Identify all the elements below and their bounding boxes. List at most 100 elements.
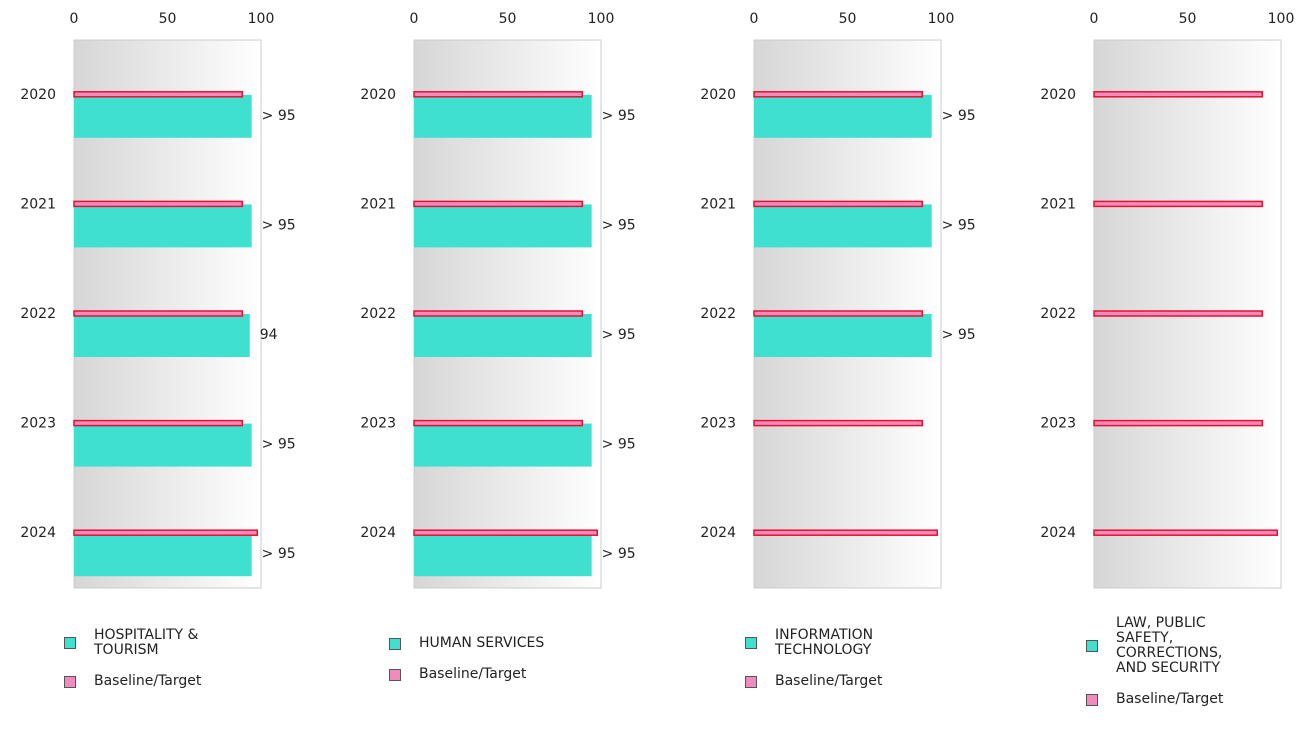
legend-label: INFORMATION TECHNOLOGY — [775, 627, 874, 658]
target-bar — [73, 310, 244, 317]
y-tick-label: 2021 — [1040, 196, 1076, 212]
bar — [74, 94, 252, 138]
legend-label: LAW, PUBLIC SAFETY, CORRECTIONS, AND SEC… — [1116, 615, 1223, 676]
target-bar — [73, 529, 259, 536]
legend-item: Baseline/Target — [1086, 692, 1226, 707]
x-tick-label: 100 — [588, 11, 615, 27]
value-label: > 95 — [942, 217, 976, 233]
target-bar — [413, 419, 584, 427]
target-bar — [753, 419, 924, 427]
target-bar — [73, 419, 244, 427]
y-tick-label: 2024 — [1040, 525, 1076, 541]
x-tick-label: 0 — [750, 11, 759, 27]
bar — [74, 314, 250, 357]
target-bar — [413, 200, 584, 208]
legend-swatch — [389, 637, 401, 650]
y-tick-label: 2021 — [20, 196, 56, 212]
x-tick-label: 50 — [159, 11, 177, 27]
x-tick-label: 100 — [248, 11, 275, 27]
target-bar — [73, 200, 244, 208]
x-tick-label: 50 — [839, 11, 857, 27]
value-label: > 95 — [602, 327, 636, 343]
y-tick-label: 2020 — [1040, 87, 1076, 103]
y-tick-label: 2022 — [700, 306, 736, 322]
legend-item: Baseline/Target — [745, 674, 925, 689]
target-bar — [753, 310, 924, 317]
legend: INFORMATION TECHNOLOGY Baseline/Target — [745, 628, 925, 689]
value-label: > 95 — [602, 108, 636, 124]
value-label: > 95 — [262, 217, 296, 233]
legend-swatch — [745, 637, 757, 649]
legend-label: HOSPITALITY & TOURISM — [94, 627, 199, 658]
y-tick-label: 2023 — [20, 416, 56, 432]
legend-item: Baseline/Target — [64, 674, 254, 689]
legend-item: INFORMATION TECHNOLOGY — [745, 628, 925, 658]
target-bar — [753, 91, 924, 98]
y-tick-label: 2024 — [360, 525, 396, 541]
target-bar — [1093, 310, 1264, 317]
y-tick-label: 2023 — [1040, 416, 1076, 432]
x-tick-label: 50 — [1179, 11, 1197, 27]
target-bar — [1093, 91, 1264, 98]
legend-swatch — [389, 668, 401, 681]
target-bar — [1093, 200, 1264, 208]
legend-swatch — [1086, 693, 1098, 706]
bar — [754, 204, 932, 248]
value-label: > 95 — [942, 108, 976, 124]
value-label: > 95 — [602, 546, 636, 562]
legend-item: Baseline/Target — [389, 667, 619, 682]
y-tick-label: 2023 — [360, 416, 396, 432]
x-tick-label: 50 — [499, 11, 517, 27]
legend: HUMAN SERVICES Baseline/Target — [389, 636, 619, 682]
value-label: 94 — [260, 327, 278, 343]
legend-label: HUMAN SERVICES — [419, 635, 545, 651]
y-tick-label: 2023 — [700, 416, 736, 432]
bar — [74, 204, 252, 248]
legend-item: HUMAN SERVICES — [389, 636, 619, 651]
bar — [74, 533, 252, 577]
target-bar — [753, 200, 924, 208]
legend-item: LAW, PUBLIC SAFETY, CORRECTIONS, AND SEC… — [1086, 616, 1226, 676]
x-tick-label: 100 — [1268, 11, 1295, 27]
value-label: > 95 — [602, 217, 636, 233]
legend: HOSPITALITY & TOURISM Baseline/Target — [64, 628, 254, 689]
y-tick-label: 2020 — [700, 87, 736, 103]
target-bar — [1093, 529, 1279, 536]
legend-swatch — [64, 637, 76, 649]
y-tick-label: 2021 — [700, 196, 736, 212]
bar — [414, 314, 592, 357]
bar — [754, 314, 932, 357]
y-tick-label: 2024 — [700, 525, 736, 541]
value-label: > 95 — [602, 437, 636, 453]
y-tick-label: 2020 — [360, 87, 396, 103]
legend-label: Baseline/Target — [94, 673, 202, 689]
legend-label: Baseline/Target — [775, 673, 883, 689]
x-tick-label: 0 — [410, 11, 419, 27]
target-bar — [413, 91, 584, 98]
value-label: > 95 — [262, 437, 296, 453]
bar — [414, 94, 592, 138]
target-bar — [1093, 419, 1264, 427]
value-label: > 95 — [262, 546, 296, 562]
value-label: > 95 — [262, 108, 296, 124]
target-bar — [73, 91, 244, 98]
y-tick-label: 2021 — [360, 196, 396, 212]
value-label: > 95 — [942, 327, 976, 343]
target-bar — [413, 310, 584, 317]
legend-label: Baseline/Target — [419, 666, 527, 682]
y-tick-label: 2020 — [20, 87, 56, 103]
bar — [74, 423, 252, 467]
legend-label: Baseline/Target — [1116, 691, 1224, 707]
target-bar — [753, 529, 939, 536]
y-tick-label: 2024 — [20, 525, 56, 541]
y-tick-label: 2022 — [1040, 306, 1076, 322]
x-tick-label: 0 — [70, 11, 79, 27]
bar — [414, 533, 592, 577]
bar — [414, 204, 592, 248]
legend-item: HOSPITALITY & TOURISM — [64, 628, 254, 658]
x-tick-label: 100 — [928, 11, 955, 27]
target-bar — [413, 529, 599, 536]
y-tick-label: 2022 — [20, 306, 56, 322]
